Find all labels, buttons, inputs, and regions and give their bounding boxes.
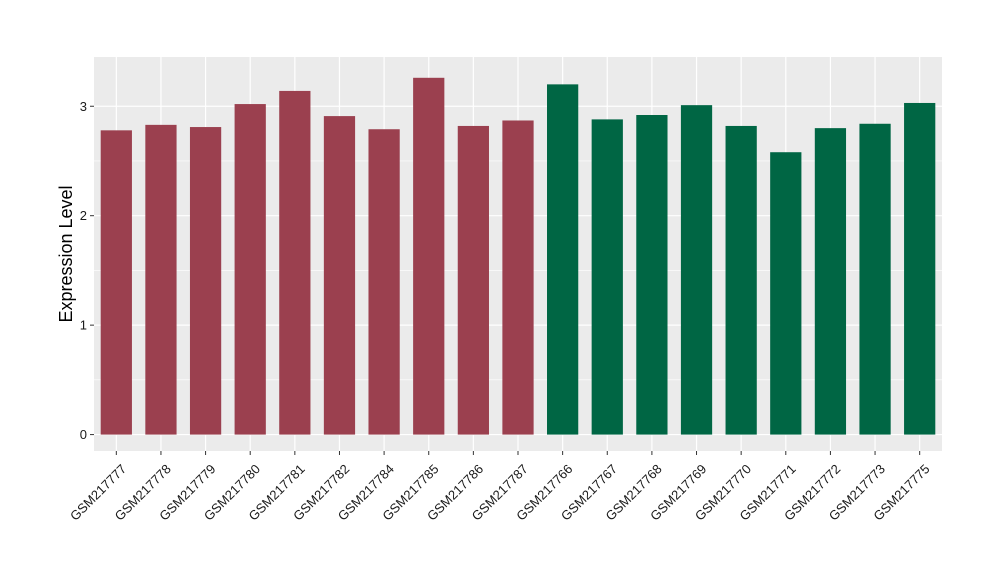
bar-GSM217778 — [145, 124, 177, 435]
bar-GSM217786 — [457, 125, 489, 435]
bar-GSM217787 — [502, 120, 534, 435]
y-tick-label: 0 — [80, 427, 87, 442]
bar-GSM217784 — [368, 129, 400, 435]
x-axis: GSM217777GSM217778GSM217779GSM217780GSM2… — [67, 451, 933, 524]
bar-GSM217775 — [904, 102, 936, 435]
bar-GSM217785 — [413, 77, 445, 435]
y-axis: 0 1 2 3 — [80, 99, 94, 442]
bars — [100, 77, 936, 435]
bar-GSM217772 — [814, 128, 847, 435]
bar-GSM217782 — [323, 116, 356, 435]
bar-GSM217770 — [725, 125, 757, 435]
bar-GSM217777 — [100, 130, 132, 435]
y-axis-label: Expression Level — [56, 185, 76, 322]
bar-GSM217769 — [680, 105, 713, 435]
bar-GSM217771 — [770, 152, 802, 435]
y-tick-label: 2 — [80, 208, 87, 223]
y-tick-label: 3 — [80, 99, 87, 114]
bar-GSM217773 — [859, 123, 891, 435]
bar-GSM217766 — [547, 84, 579, 435]
bar-GSM217780 — [234, 104, 266, 435]
bar-GSM217767 — [591, 119, 623, 435]
bar-GSM217768 — [636, 115, 668, 435]
bar-GSM217779 — [189, 127, 222, 435]
y-tick-label: 1 — [80, 318, 87, 333]
bar-GSM217781 — [279, 90, 311, 435]
